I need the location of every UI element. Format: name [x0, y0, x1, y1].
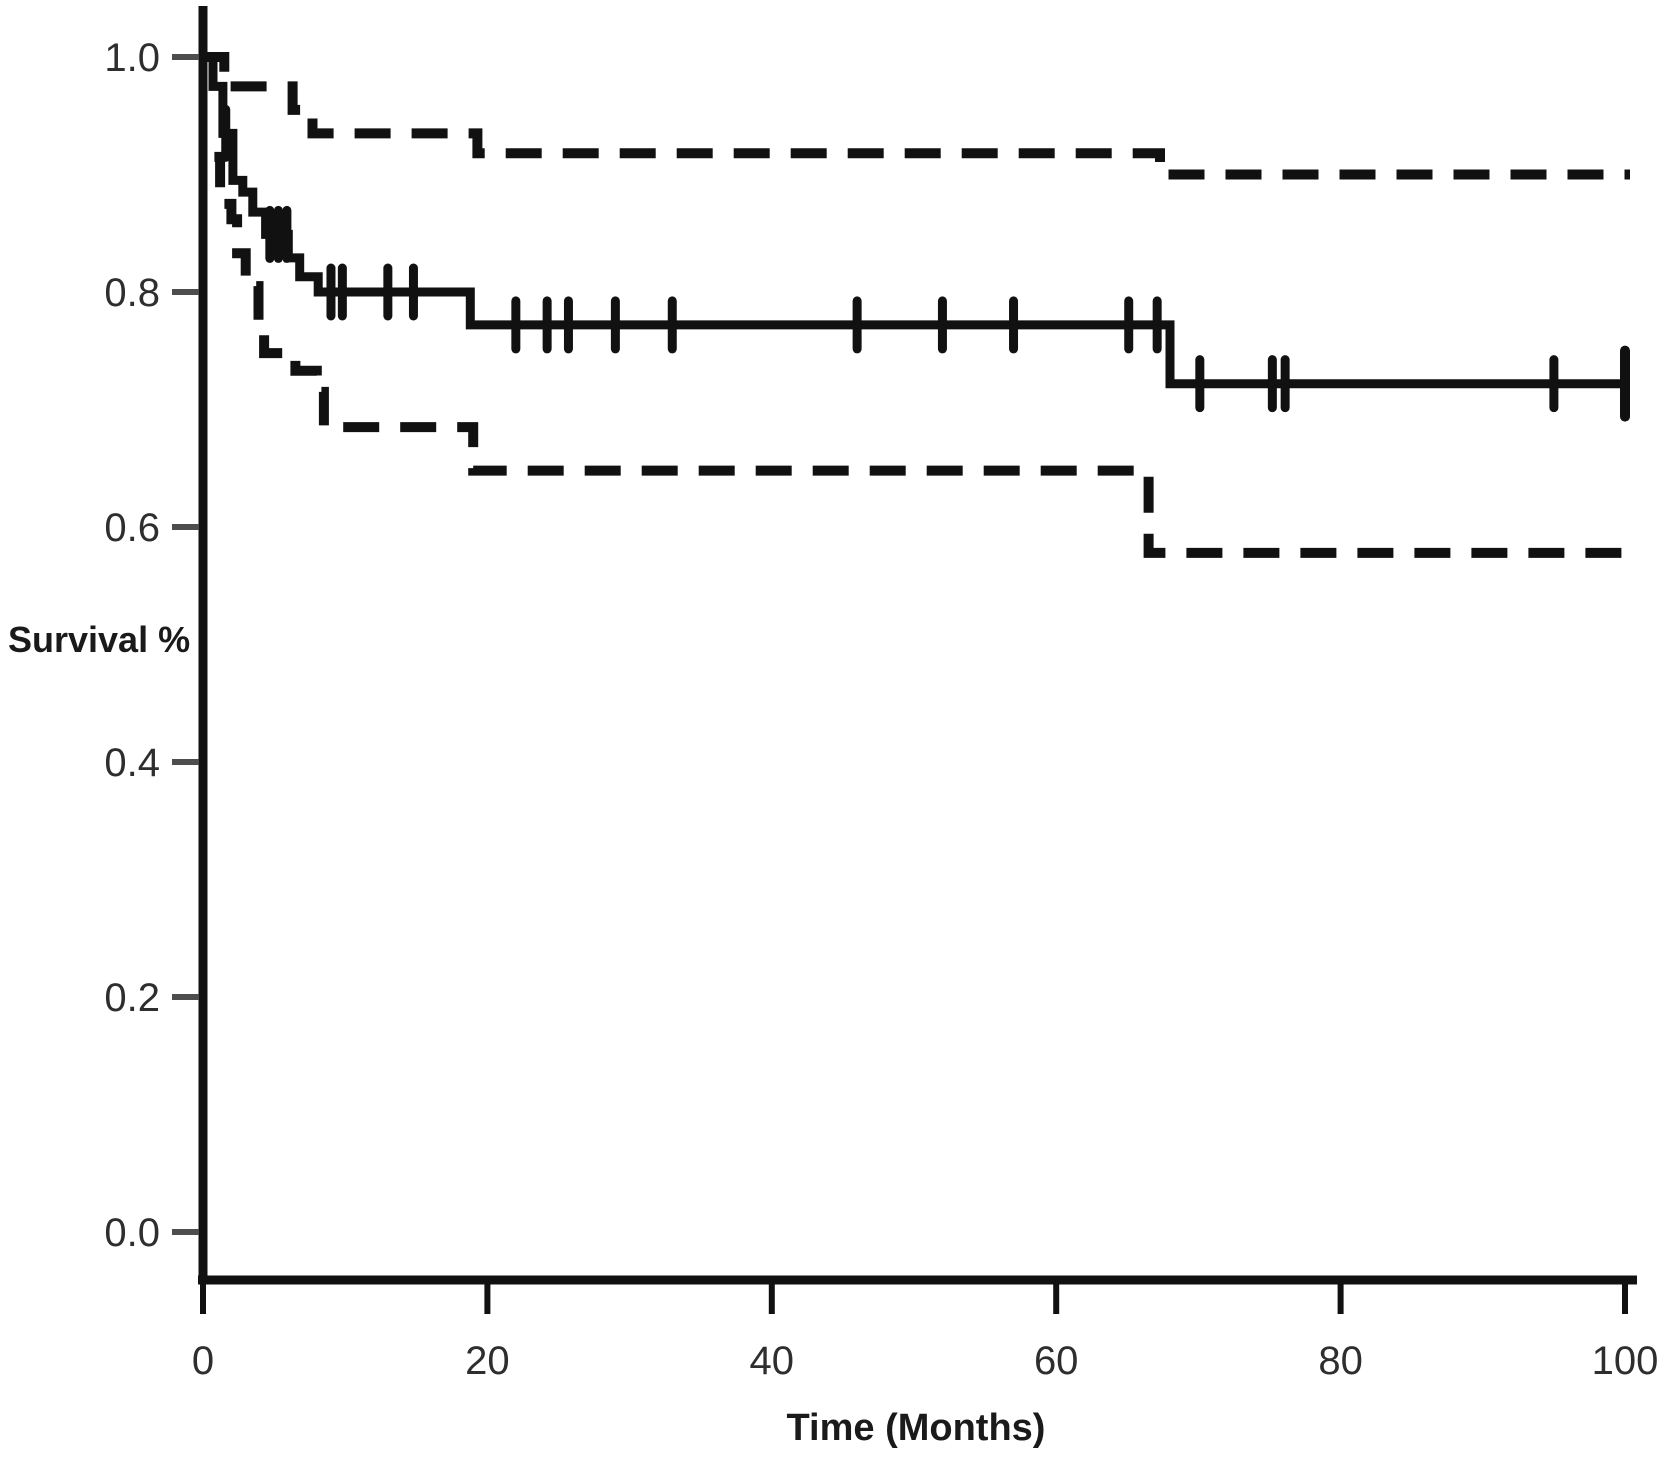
- upper-ci-curve-path: [203, 52, 1630, 180]
- y-tick-label: 0.6: [104, 506, 160, 550]
- x-tick-label: 40: [750, 1339, 795, 1383]
- y-axis-ticks: 1.0 0.8 0.6 0.4 0.2 0.0: [104, 36, 199, 1255]
- y-tick-label: 1.0: [104, 36, 160, 80]
- y-tick-label: 0.4: [104, 741, 160, 785]
- y-tick-label: 0.8: [104, 271, 160, 315]
- x-axis-title: Time (Months): [787, 1407, 1046, 1449]
- km-estimate-curve: [203, 52, 1630, 422]
- y-tick-label: 0.0: [104, 1211, 160, 1255]
- x-tick-label: 80: [1318, 1339, 1363, 1383]
- axes: [198, 6, 1637, 1285]
- x-tick-label: 0: [192, 1339, 214, 1383]
- lower-ci-curve: [214, 151, 1630, 558]
- km-estimate-curve-path: [203, 52, 1630, 389]
- y-tick-label: 0.2: [104, 976, 160, 1020]
- x-tick-label: 100: [1592, 1339, 1659, 1383]
- x-axis-ticks: 0 20 40 60 80 100: [192, 1284, 1659, 1383]
- y-axis-title: Survival %: [8, 619, 190, 660]
- x-tick-label: 60: [1034, 1339, 1079, 1383]
- lower-ci-curve-path: [214, 151, 1630, 558]
- upper-ci-curve: [203, 52, 1630, 180]
- chart-layers: 1.0 0.8 0.6 0.4 0.2 0.0 0 20 40 60 80 100: [104, 6, 1658, 1383]
- x-tick-label: 20: [465, 1339, 510, 1383]
